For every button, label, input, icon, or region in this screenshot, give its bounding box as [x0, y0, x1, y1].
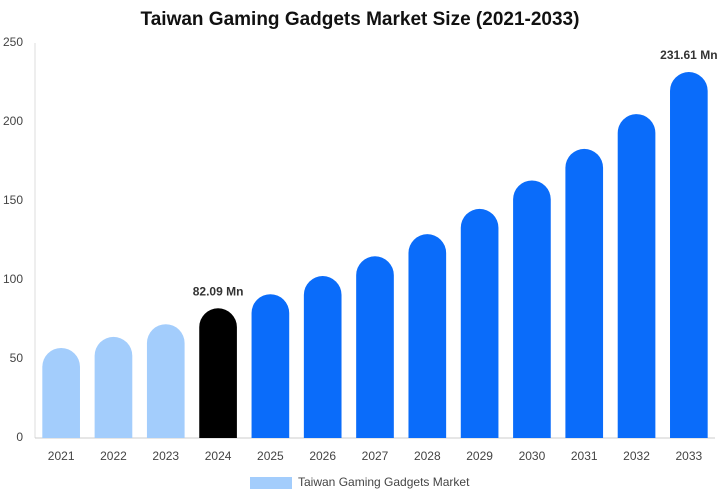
legend-swatch: [250, 477, 292, 489]
x-tick-label: 2022: [100, 449, 127, 463]
y-tick-label: 200: [3, 114, 23, 128]
value-label: 82.09 Mn: [193, 284, 244, 298]
y-tick-label: 100: [3, 272, 23, 286]
legend-label: Taiwan Gaming Gadgets Market: [298, 475, 470, 489]
bar: [251, 294, 290, 438]
bar: [460, 208, 499, 438]
x-tick-label: 2030: [519, 449, 546, 463]
x-tick-label: 2028: [414, 449, 441, 463]
x-tick-label: 2029: [466, 449, 493, 463]
x-tick-label: 2025: [257, 449, 284, 463]
value-label: 231.61 Mn: [660, 48, 717, 62]
bar: [513, 180, 551, 438]
x-tick-label: 2031: [571, 449, 598, 463]
y-tick-label: 150: [3, 193, 23, 207]
x-tick-label: 2023: [152, 449, 179, 463]
bar: [670, 72, 708, 439]
x-tick-label: 2026: [309, 449, 336, 463]
bar: [408, 234, 447, 438]
x-tick-label: 2032: [623, 449, 650, 463]
bar: [565, 148, 604, 438]
bar: [199, 308, 237, 438]
x-tick-label: 2021: [48, 449, 75, 463]
bar: [42, 347, 80, 438]
bar: [146, 324, 185, 438]
x-tick-label: 2027: [362, 449, 389, 463]
y-tick-label: 250: [3, 35, 23, 49]
chart-title: Taiwan Gaming Gadgets Market Size (2021-…: [141, 9, 580, 30]
bar: [303, 276, 342, 438]
bar: [94, 336, 133, 438]
x-tick-label: 2024: [205, 449, 232, 463]
bar: [356, 256, 394, 438]
bar: [617, 114, 656, 438]
y-tick-label: 0: [16, 430, 23, 444]
y-tick-label: 50: [10, 351, 24, 365]
x-tick-label: 2033: [675, 449, 702, 463]
